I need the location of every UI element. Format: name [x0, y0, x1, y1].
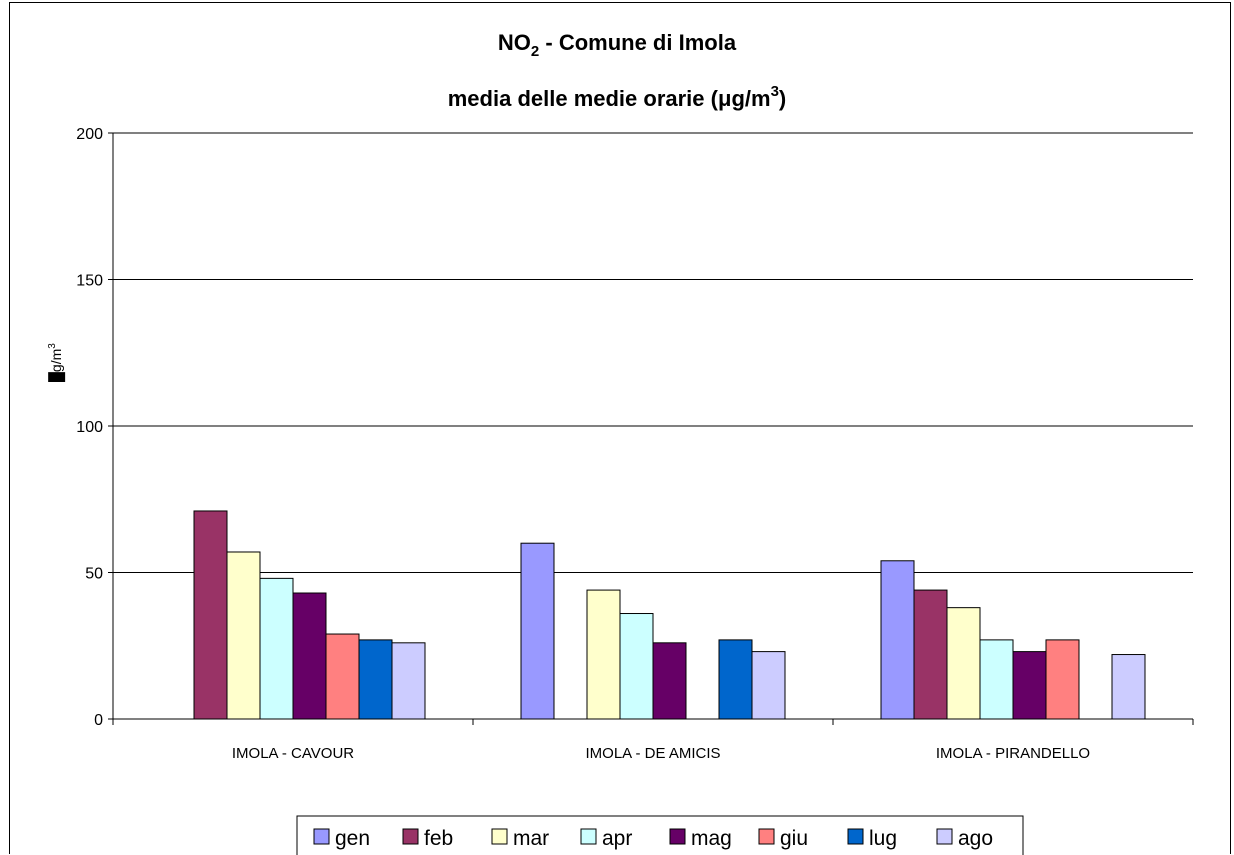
y-tick-label: 200 — [76, 126, 103, 143]
bar-giu-1 — [325, 633, 360, 720]
chart-frame — [9, 2, 1231, 854]
bar-giu-3 — [1045, 639, 1080, 720]
axes — [112, 133, 1193, 720]
bar-gen-3 — [880, 560, 915, 720]
x-category-label: IMOLA - CAVOUR — [232, 745, 354, 762]
bar-apr-1 — [259, 577, 294, 720]
y-tick-label: 0 — [94, 712, 103, 729]
bar-ago-2 — [751, 651, 786, 720]
legend-label-giu: giu — [780, 827, 808, 850]
bar-lug-2 — [718, 639, 753, 720]
legend-swatch-feb — [402, 828, 419, 845]
legend-label-mag: mag — [691, 827, 732, 850]
bar-ago-3 — [1111, 654, 1146, 720]
legend-swatch-apr — [580, 828, 597, 845]
chart-title-line1: NO2 - Comune di Imola — [498, 30, 737, 60]
y-tick-label: 150 — [76, 273, 103, 290]
bar-feb-3 — [913, 589, 948, 720]
svg-text:█g/m3: █g/m3 — [47, 343, 66, 382]
bar-apr-3 — [979, 639, 1014, 720]
legend-label-lug: lug — [869, 827, 897, 850]
legend-label-mar: mar — [513, 827, 549, 850]
y-axis-label-prefix: █ — [48, 372, 66, 382]
legend-swatch-giu — [758, 828, 775, 845]
x-category-label: IMOLA - PIRANDELLO — [936, 745, 1090, 762]
bar-mar-2 — [586, 589, 621, 720]
bar-gen-2 — [520, 542, 555, 720]
y-axis-label-text: g/m — [48, 349, 64, 372]
legend-swatch-ago — [936, 828, 953, 845]
x-category-label: IMOLA - DE AMICIS — [585, 745, 720, 762]
legend-swatch-gen — [313, 828, 330, 845]
gridlines — [113, 132, 1193, 573]
bar-lug-1 — [358, 639, 393, 720]
bar-mag-1 — [292, 592, 327, 720]
x-axis-categories: IMOLA - CAVOUR IMOLA - DE AMICIS IMOLA - P… — [112, 719, 1194, 762]
legend-swatch-mar — [491, 828, 508, 845]
legend-label-ago: ago — [958, 827, 993, 850]
y-tick-label: 100 — [76, 419, 103, 436]
legend-swatch-mag — [669, 828, 686, 845]
bar-mag-2 — [652, 642, 687, 720]
y-axis-label: █g/m3 — [47, 343, 66, 382]
bars — [193, 510, 1146, 720]
chart-title-line2: media delle medie orarie (μg/m3) — [448, 83, 787, 111]
y-tick-label: 50 — [85, 566, 103, 583]
bar-mar-3 — [946, 607, 981, 720]
legend-label-feb: feb — [424, 827, 453, 850]
y-axis-ticks: 0 50 100 150 200 — [76, 126, 113, 729]
bar-feb-1 — [193, 510, 228, 720]
bar-ago-1 — [391, 642, 426, 720]
legend-swatch-lug — [847, 828, 864, 845]
legend: gen feb mar apr mag giu lug ago — [296, 815, 1024, 855]
bar-mar-1 — [226, 551, 261, 720]
legend-label-apr: apr — [602, 827, 632, 850]
bar-apr-2 — [619, 613, 654, 720]
bar-mag-3 — [1012, 651, 1047, 720]
legend-label-gen: gen — [335, 827, 370, 850]
